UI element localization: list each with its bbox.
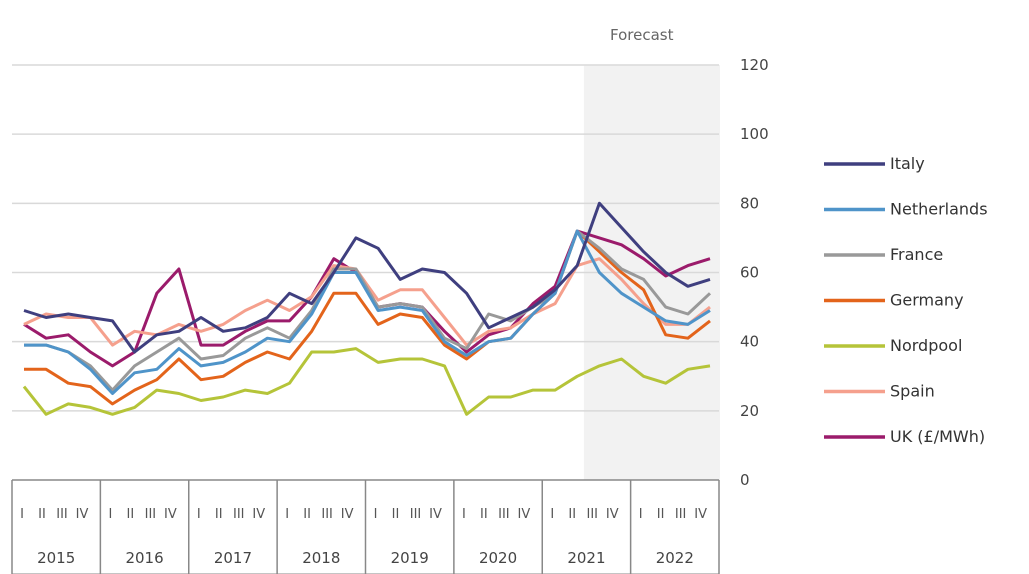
quarter-label: II (480, 507, 488, 522)
quarter-label: III (145, 507, 157, 522)
legend-item: Netherlands (824, 200, 988, 219)
series-line-france (24, 229, 712, 392)
year-label: 2020 (479, 549, 517, 567)
legend-item: Italy (824, 154, 925, 173)
quarter-label: III (56, 507, 68, 522)
legend-label: Spain (890, 382, 935, 401)
legend: Italy Netherlands France Germany Nordpool Spa… (824, 154, 988, 446)
legend-label: Nordpool (890, 336, 962, 355)
legend-item: UK (£/MWh) (824, 427, 985, 446)
quarter-label: I (639, 507, 643, 522)
quarter-label: I (374, 507, 378, 522)
quarter-label: I (285, 507, 289, 522)
quarter-label: II (568, 507, 576, 522)
year-label: 2015 (37, 549, 75, 567)
legend-item: Nordpool (824, 336, 962, 355)
legend-label: Germany (890, 291, 964, 310)
series-line-netherlands (24, 229, 711, 395)
legend-item: France (824, 245, 943, 264)
quarter-label: IV (164, 507, 177, 522)
quarter-label: IV (518, 507, 531, 522)
year-label: 2019 (391, 549, 429, 567)
legend-label: UK (£/MWh) (890, 427, 985, 446)
y-tick-label: 100 (740, 125, 769, 143)
legend-label: Netherlands (890, 200, 988, 219)
quarter-label: IV (694, 507, 707, 522)
year-label: 2016 (125, 549, 163, 567)
quarter-label: IV (252, 507, 265, 522)
quarter-label: I (108, 507, 112, 522)
gridlines (12, 64, 719, 412)
y-axis-ticks: 0 20 40 60 80 100 120 (740, 56, 769, 489)
quarter-label: III (233, 507, 245, 522)
y-tick-label: 40 (740, 333, 759, 351)
y-tick-label: 80 (740, 194, 759, 212)
quarter-label: III (498, 507, 510, 522)
quarter-label: II (657, 507, 665, 522)
y-tick-label: 120 (740, 56, 769, 74)
quarter-label: IV (341, 507, 354, 522)
y-tick-label: 60 (740, 264, 759, 282)
quarter-label: IV (606, 507, 619, 522)
quarter-label: III (675, 507, 687, 522)
legend-item: Germany (824, 291, 964, 310)
year-label: 2022 (656, 549, 694, 567)
quarter-label: III (586, 507, 598, 522)
quarter-label: IV (76, 507, 89, 522)
quarter-label: III (321, 507, 333, 522)
quarter-label: II (38, 507, 46, 522)
quarter-label: I (197, 507, 201, 522)
series-line-spain (23, 257, 711, 347)
quarter-label: I (462, 507, 466, 522)
series-line-nordpool (22, 347, 711, 416)
y-tick-label: 20 (740, 402, 759, 420)
series-line-germany (24, 229, 711, 406)
year-label: 2017 (214, 549, 252, 567)
legend-item: Spain (824, 382, 935, 401)
quarter-label: II (392, 507, 400, 522)
quarter-label: I (20, 507, 24, 522)
y-tick-label: 0 (740, 471, 750, 489)
series-line-italy (23, 201, 711, 354)
quarter-label: II (127, 507, 135, 522)
quarter-label: I (550, 507, 554, 522)
series-lines (22, 201, 712, 416)
quarter-label: III (410, 507, 422, 522)
quarter-label: II (303, 507, 311, 522)
legend-label: France (890, 245, 943, 264)
forecast-annotation: Forecast (610, 26, 674, 44)
legend-label: Italy (890, 154, 925, 173)
year-label: 2018 (302, 549, 340, 567)
year-label: 2021 (567, 549, 605, 567)
quarter-label: IV (429, 507, 442, 522)
quarter-label: II (215, 507, 223, 522)
